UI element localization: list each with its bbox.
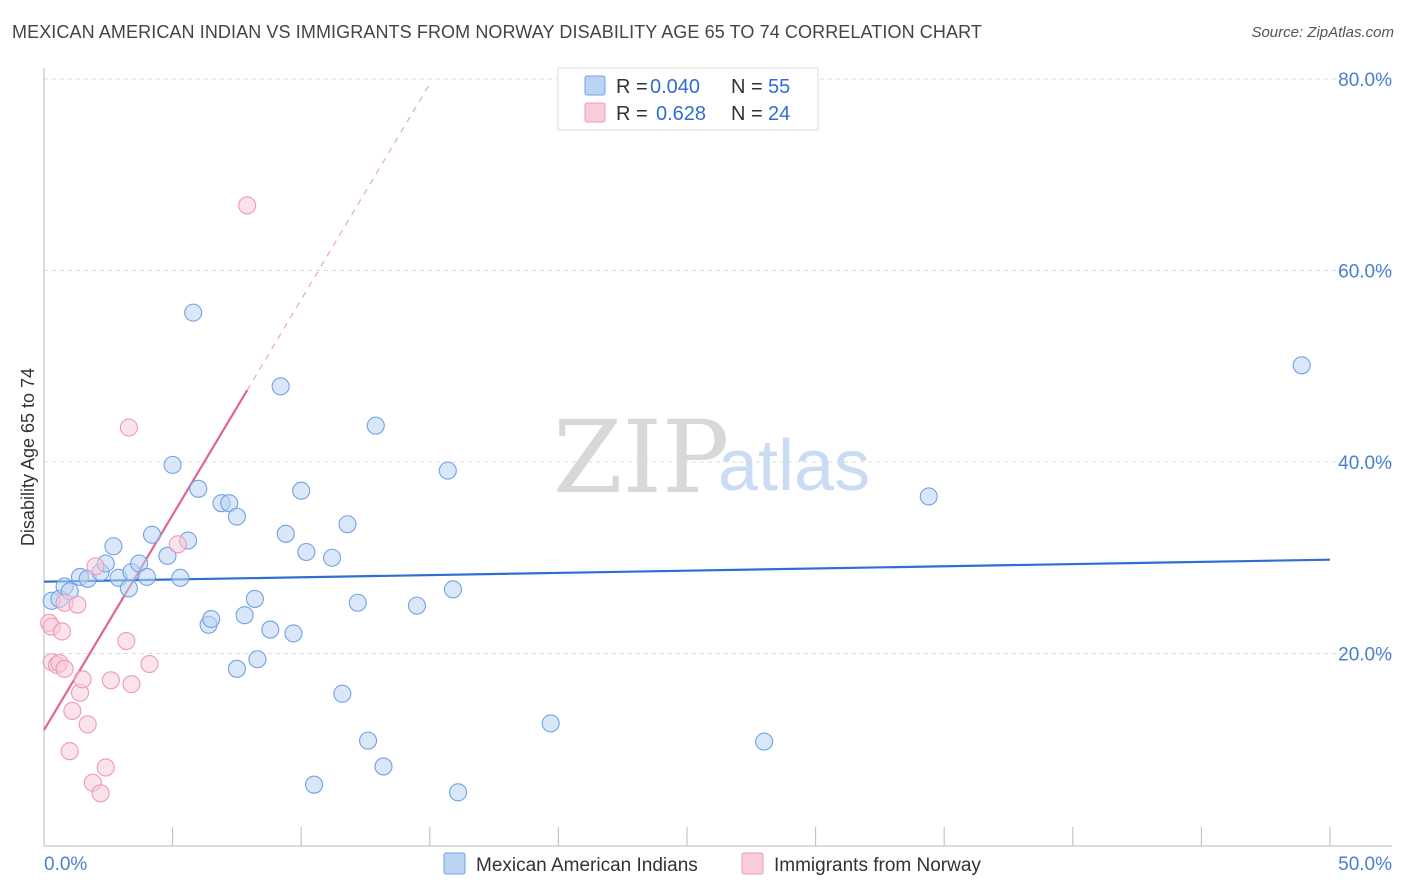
data-point-mexican bbox=[438, 461, 457, 480]
data-point-norway bbox=[60, 742, 79, 761]
data-point-mexican bbox=[184, 303, 203, 322]
y-tick-label-40: 40.0% bbox=[1338, 453, 1392, 474]
data-point-mexican bbox=[292, 481, 311, 500]
data-point-mexican bbox=[163, 455, 182, 474]
data-point-mexican bbox=[202, 609, 221, 629]
data-point-mexican bbox=[443, 580, 462, 599]
data-point-mexican bbox=[245, 589, 264, 608]
data-points bbox=[40, 196, 1311, 803]
data-point-mexican bbox=[227, 659, 246, 678]
legend-n-value-1: 55 bbox=[768, 76, 790, 98]
data-point-mexican bbox=[366, 416, 385, 435]
data-point-mexican bbox=[284, 624, 303, 643]
chart-title: MEXICAN AMERICAN INDIAN VS IMMIGRANTS FR… bbox=[12, 22, 982, 42]
legend-swatch-norway bbox=[584, 102, 606, 123]
data-point-norway bbox=[63, 701, 82, 721]
data-point-norway bbox=[52, 622, 72, 641]
data-point-mexican bbox=[130, 554, 149, 573]
data-point-mexican bbox=[1292, 356, 1311, 375]
data-point-norway bbox=[68, 595, 87, 614]
bottom-legend-swatch-mexican bbox=[443, 852, 466, 875]
data-point-norway bbox=[122, 675, 141, 694]
data-point-norway bbox=[119, 418, 138, 437]
bottom-legend-label-mexican: Mexican American Indians bbox=[476, 855, 698, 876]
data-point-norway bbox=[140, 654, 159, 674]
data-point-mexican bbox=[235, 606, 254, 625]
axes bbox=[43, 68, 1392, 847]
data-point-mexican bbox=[137, 567, 156, 586]
data-point-mexican bbox=[104, 537, 123, 556]
trend-line-1 bbox=[43, 558, 1331, 583]
data-point-mexican bbox=[158, 546, 177, 565]
trend-line-extension-2 bbox=[246, 83, 431, 391]
data-point-mexican bbox=[338, 515, 357, 534]
legend-n-label-1: N = bbox=[731, 76, 763, 98]
data-point-norway bbox=[101, 671, 120, 690]
data-point-norway bbox=[96, 758, 115, 777]
data-point-mexican bbox=[333, 684, 352, 703]
data-point-norway bbox=[73, 670, 92, 689]
data-point-mexican bbox=[919, 487, 938, 506]
data-point-mexican bbox=[305, 775, 324, 794]
legend-n-value-2: 24 bbox=[768, 103, 790, 125]
legend-n-label-2: N = bbox=[731, 103, 763, 125]
y-tick-label-80: 80.0% bbox=[1338, 70, 1392, 91]
x-tick-min: 0.0% bbox=[44, 854, 87, 875]
legend-r-label-2: R = bbox=[616, 103, 648, 125]
data-point-mexican bbox=[142, 525, 162, 544]
stats-legend: R = 0.040 N = 55 R = 0.628 N = 24 bbox=[557, 67, 819, 131]
source-label: Source: ZipAtlas.com bbox=[1251, 24, 1394, 41]
data-point-norway bbox=[91, 784, 110, 803]
data-point-mexican bbox=[348, 593, 367, 612]
data-point-mexican bbox=[248, 650, 267, 669]
y-tick-labels: 20.0% 40.0% 60.0% 80.0% bbox=[1338, 70, 1392, 666]
series-legend: Mexican American Indians Immigrants from… bbox=[443, 852, 981, 876]
data-point-mexican bbox=[189, 479, 208, 498]
data-point-norway bbox=[78, 715, 97, 734]
legend-r-value-1: 0.040 bbox=[650, 76, 700, 98]
data-point-mexican bbox=[541, 714, 560, 733]
y-tick-label-60: 60.0% bbox=[1338, 262, 1392, 283]
bottom-legend-swatch-norway bbox=[741, 852, 764, 875]
legend-r-label-1: R = bbox=[616, 76, 648, 98]
bottom-legend-label-norway: Immigrants from Norway bbox=[774, 855, 981, 876]
data-point-mexican bbox=[119, 579, 138, 598]
data-point-mexican bbox=[227, 507, 246, 526]
data-point-mexican bbox=[261, 620, 280, 639]
data-point-mexican bbox=[271, 377, 290, 396]
data-point-mexican bbox=[449, 783, 468, 802]
y-tick-label-20: 20.0% bbox=[1338, 645, 1392, 666]
data-point-mexican bbox=[374, 757, 393, 776]
data-point-mexican bbox=[407, 596, 426, 615]
data-point-norway bbox=[168, 535, 187, 554]
data-point-norway bbox=[86, 557, 105, 576]
data-point-mexican bbox=[276, 524, 295, 543]
data-point-mexican bbox=[220, 494, 239, 513]
grid-lines bbox=[44, 78, 1392, 654]
y-axis-label: Disability Age 65 to 74 bbox=[18, 368, 38, 546]
legend-swatch-mexican bbox=[584, 75, 606, 96]
data-point-mexican bbox=[755, 732, 774, 751]
data-point-mexican bbox=[323, 548, 342, 567]
legend-r-value-2: 0.628 bbox=[656, 103, 706, 125]
watermark-zip: ZIP bbox=[553, 399, 729, 516]
data-point-norway bbox=[117, 632, 136, 651]
data-point-norway bbox=[55, 659, 74, 678]
data-point-mexican bbox=[171, 568, 190, 587]
watermark-atlas: atlas bbox=[718, 426, 870, 506]
data-point-mexican bbox=[359, 731, 378, 750]
x-tick-max: 50.0% bbox=[1338, 854, 1392, 875]
data-point-norway bbox=[238, 196, 257, 215]
data-point-mexican bbox=[297, 542, 316, 562]
